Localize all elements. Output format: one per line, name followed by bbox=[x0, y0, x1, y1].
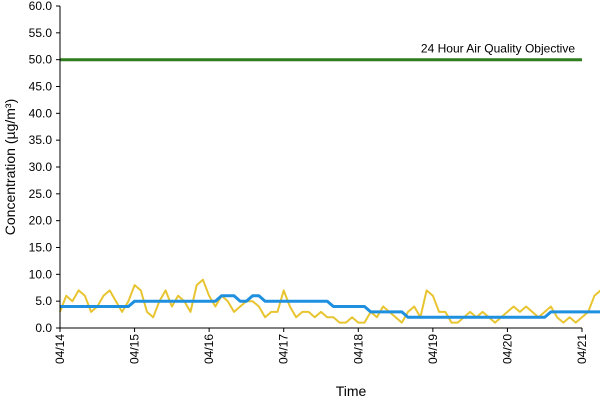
x-tick-label: 04/16 bbox=[202, 334, 216, 364]
x-tick-label: 04/15 bbox=[128, 334, 142, 364]
x-axis-title: Time bbox=[336, 383, 367, 399]
y-tick-label: 20.0 bbox=[29, 214, 53, 228]
x-axis-ticks: 04/14 04/15 04/16 04/17 04/18 04/19 04/20 04/21 bbox=[53, 328, 589, 364]
y-tick-label: 5.0 bbox=[35, 294, 52, 308]
y-tick-label: 10.0 bbox=[29, 267, 53, 281]
x-tick-label: 04/20 bbox=[500, 334, 514, 364]
y-tick-label: 15.0 bbox=[29, 241, 53, 255]
x-tick-label: 04/19 bbox=[426, 334, 440, 364]
y-tick-label: 60.0 bbox=[29, 0, 53, 13]
y-axis-title: Concentration (µg/m³) bbox=[2, 99, 18, 235]
x-tick-label: 04/21 bbox=[575, 334, 589, 364]
y-tick-label: 30.0 bbox=[29, 160, 53, 174]
y-axis-ticks: 0.0 5.0 10.0 15.0 20.0 25.0 30.0 35.0 40.0 45.0 50… bbox=[29, 0, 60, 335]
y-tick-label: 25.0 bbox=[29, 187, 53, 201]
objective-annotation: 24 Hour Air Quality Objective bbox=[421, 42, 575, 56]
y-tick-label: 35.0 bbox=[29, 133, 53, 147]
y-tick-label: 55.0 bbox=[29, 26, 53, 40]
y-tick-label: 40.0 bbox=[29, 106, 53, 120]
x-tick-label: 04/18 bbox=[351, 334, 365, 364]
x-tick-label: 04/17 bbox=[277, 334, 291, 364]
y-tick-label: 50.0 bbox=[29, 53, 53, 67]
rolling-series-line bbox=[60, 294, 600, 319]
x-tick-label: 04/14 bbox=[53, 334, 67, 364]
y-tick-label: 45.0 bbox=[29, 80, 53, 94]
y-tick-label: 0.0 bbox=[35, 321, 52, 335]
plot-area bbox=[59, 58, 600, 324]
